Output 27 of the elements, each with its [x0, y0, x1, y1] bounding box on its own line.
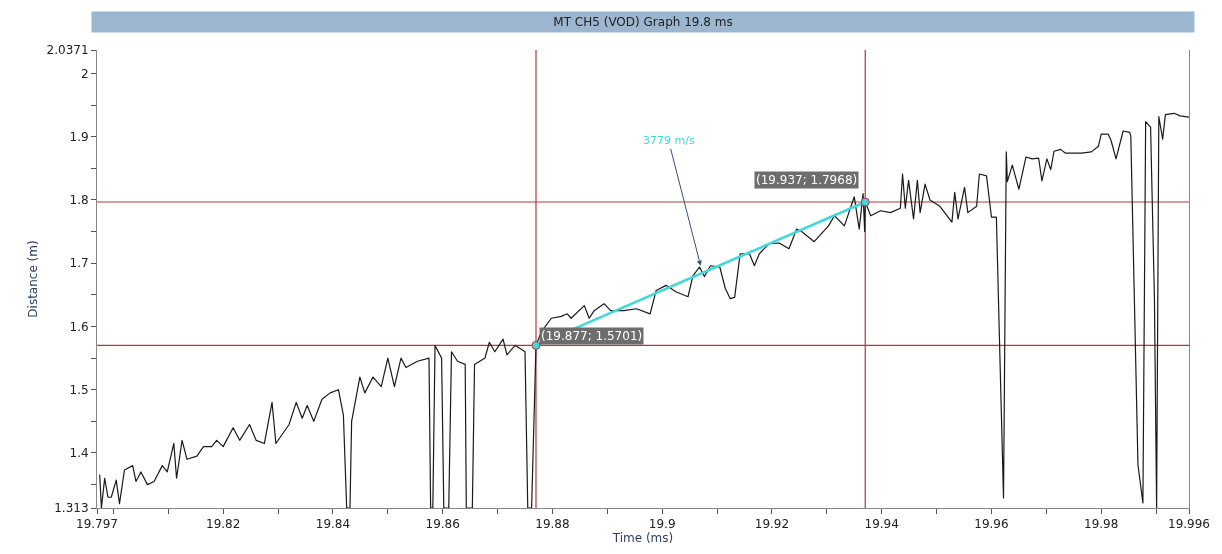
y-tick-label: 1.9: [69, 129, 89, 144]
y-tick-label: 2: [80, 66, 89, 81]
y-tick-label: 1.7: [69, 256, 89, 271]
x-tick-label: 19.84: [315, 517, 351, 532]
x-tick-label: 19.86: [425, 517, 460, 532]
y-tick-label: 1.5: [69, 382, 89, 397]
annotation: (19.877; 1.5701): [541, 329, 643, 343]
annotation: (19.937; 1.7968): [756, 173, 858, 187]
chart-title: MT CH5 (VOD) Graph 19.8 ms: [553, 15, 733, 29]
y-tick-label: 1.4: [69, 446, 89, 461]
x-tick-label: 19.94: [864, 517, 899, 532]
y-tick-label: 1.8: [69, 193, 89, 208]
x-tick-label: 19.98: [1084, 517, 1119, 532]
x-tick-label: 19.9: [648, 517, 676, 532]
y-tick-label: 1.313: [54, 501, 89, 516]
x-tick-label: 19.96: [974, 517, 1009, 532]
y-axis-title: Distance (m): [25, 240, 40, 318]
x-tick-label: 19.88: [535, 517, 570, 532]
annotation: 3779 m/s: [643, 134, 695, 147]
x-tick-label: 19.797: [76, 517, 118, 532]
x-tick-label: 19.92: [754, 517, 790, 532]
x-axis-title: Time (ms): [611, 531, 674, 546]
y-tick-label: 1.6: [69, 319, 89, 334]
x-tick-label: 19.82: [206, 517, 241, 532]
y-tick-label: 2.0371: [46, 43, 89, 58]
line-series: [99, 112, 1189, 508]
x-tick-label: 19.996: [1168, 517, 1210, 532]
